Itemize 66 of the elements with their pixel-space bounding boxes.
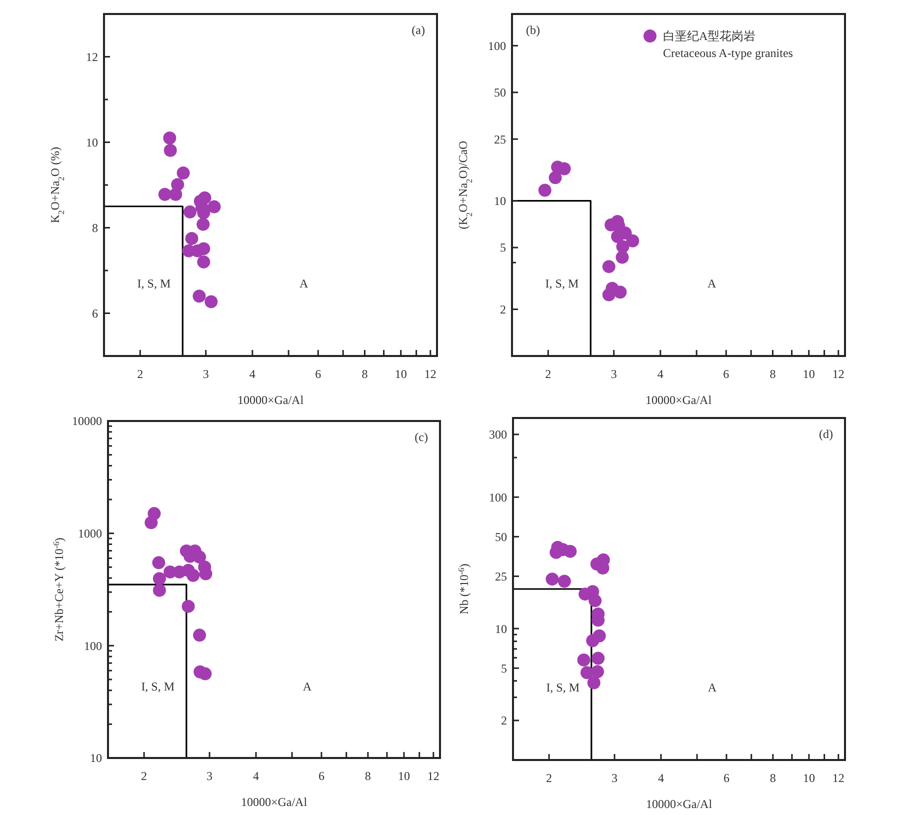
y-tick-label: 100 bbox=[84, 638, 102, 653]
annotation: I, S, M bbox=[137, 276, 171, 291]
x-tick-label: 8 bbox=[770, 771, 776, 785]
y-tick-label: 100 bbox=[488, 38, 506, 53]
x-tick-label: 3 bbox=[610, 367, 617, 381]
x-tick-label: 10 bbox=[394, 367, 407, 381]
x-tick-label: 4 bbox=[658, 771, 664, 785]
text: (d) bbox=[819, 427, 833, 441]
y-tick-label: 2 bbox=[501, 714, 507, 728]
x-tick-label: 12 bbox=[424, 367, 436, 381]
x-tick-label: 4 bbox=[249, 367, 256, 381]
x-axis-title: 10000×Ga/Al bbox=[645, 393, 712, 407]
x-tick-label: 2 bbox=[545, 367, 552, 381]
annotation: I, S, M bbox=[545, 276, 579, 291]
y-tick-label: 8 bbox=[92, 220, 98, 235]
x-tick-label: 10 bbox=[398, 769, 410, 783]
x-tick-label: 8 bbox=[364, 769, 371, 783]
x-tick-label: 10 bbox=[802, 771, 815, 785]
x-tick-label: 6 bbox=[723, 771, 730, 785]
y-tick-label: 5 bbox=[500, 240, 506, 255]
y-tick-label: 12 bbox=[86, 50, 98, 64]
x-tick-label: 2 bbox=[137, 367, 144, 381]
y-tick-label: 10 bbox=[494, 194, 506, 208]
annotation: A bbox=[707, 276, 716, 291]
y-tick-label: 50 bbox=[494, 86, 506, 100]
y-tick-label: 1000 bbox=[78, 526, 102, 541]
y-tick-label: 5 bbox=[501, 661, 507, 676]
y-tick-label: 25 bbox=[494, 132, 506, 146]
legend-label: 白垩纪A型花岗岩 Cretaceous A-type granites bbox=[663, 29, 794, 60]
y-tick-label: 2 bbox=[500, 302, 506, 316]
x-axis-title: 10000×Ga/Al bbox=[646, 797, 713, 811]
text: (b) bbox=[526, 23, 540, 37]
x-tick-label: 10 bbox=[802, 367, 815, 381]
x-axis-title: 10000×Ga/Al bbox=[237, 393, 304, 407]
annotation: A bbox=[708, 680, 717, 695]
x-tick-label: 6 bbox=[315, 367, 322, 381]
x-tick-label: 3 bbox=[206, 769, 213, 783]
y-tick-label: 50 bbox=[495, 530, 507, 544]
y-tick-label: 25 bbox=[495, 569, 507, 584]
x-tick-label: 3 bbox=[612, 771, 618, 785]
annotation: A bbox=[299, 276, 308, 291]
y-tick-label: 10 bbox=[495, 622, 507, 636]
x-tick-label: 3 bbox=[202, 367, 209, 381]
x-tick-label: 8 bbox=[362, 367, 368, 381]
x-tick-label: 12 bbox=[427, 769, 440, 783]
y-tick-label: 10 bbox=[86, 135, 98, 150]
x-tick-label: 12 bbox=[832, 367, 844, 381]
x-axis-title: 10000×Ga/Al bbox=[240, 795, 308, 809]
x-tick-label: 12 bbox=[832, 771, 844, 785]
annotation: I, S, M bbox=[141, 680, 175, 694]
y-tick-label: 10000 bbox=[72, 414, 102, 428]
x-tick-label: 2 bbox=[141, 769, 148, 783]
x-tick-label: 2 bbox=[546, 771, 552, 785]
y-tick-label: 300 bbox=[489, 428, 507, 442]
x-tick-label: 4 bbox=[657, 367, 664, 381]
y-tick-label: 100 bbox=[489, 490, 507, 504]
x-tick-label: 6 bbox=[318, 769, 324, 783]
x-tick-label: 4 bbox=[252, 769, 259, 783]
x-tick-label: 8 bbox=[770, 367, 776, 381]
y-tick-label: 6 bbox=[92, 306, 98, 320]
annotation: I, S, M bbox=[546, 680, 580, 695]
annotation: A bbox=[302, 680, 312, 694]
y-tick-label: 10 bbox=[90, 751, 102, 766]
text: (a) bbox=[412, 23, 425, 37]
text: (c) bbox=[414, 430, 428, 444]
x-tick-label: 6 bbox=[723, 367, 730, 381]
